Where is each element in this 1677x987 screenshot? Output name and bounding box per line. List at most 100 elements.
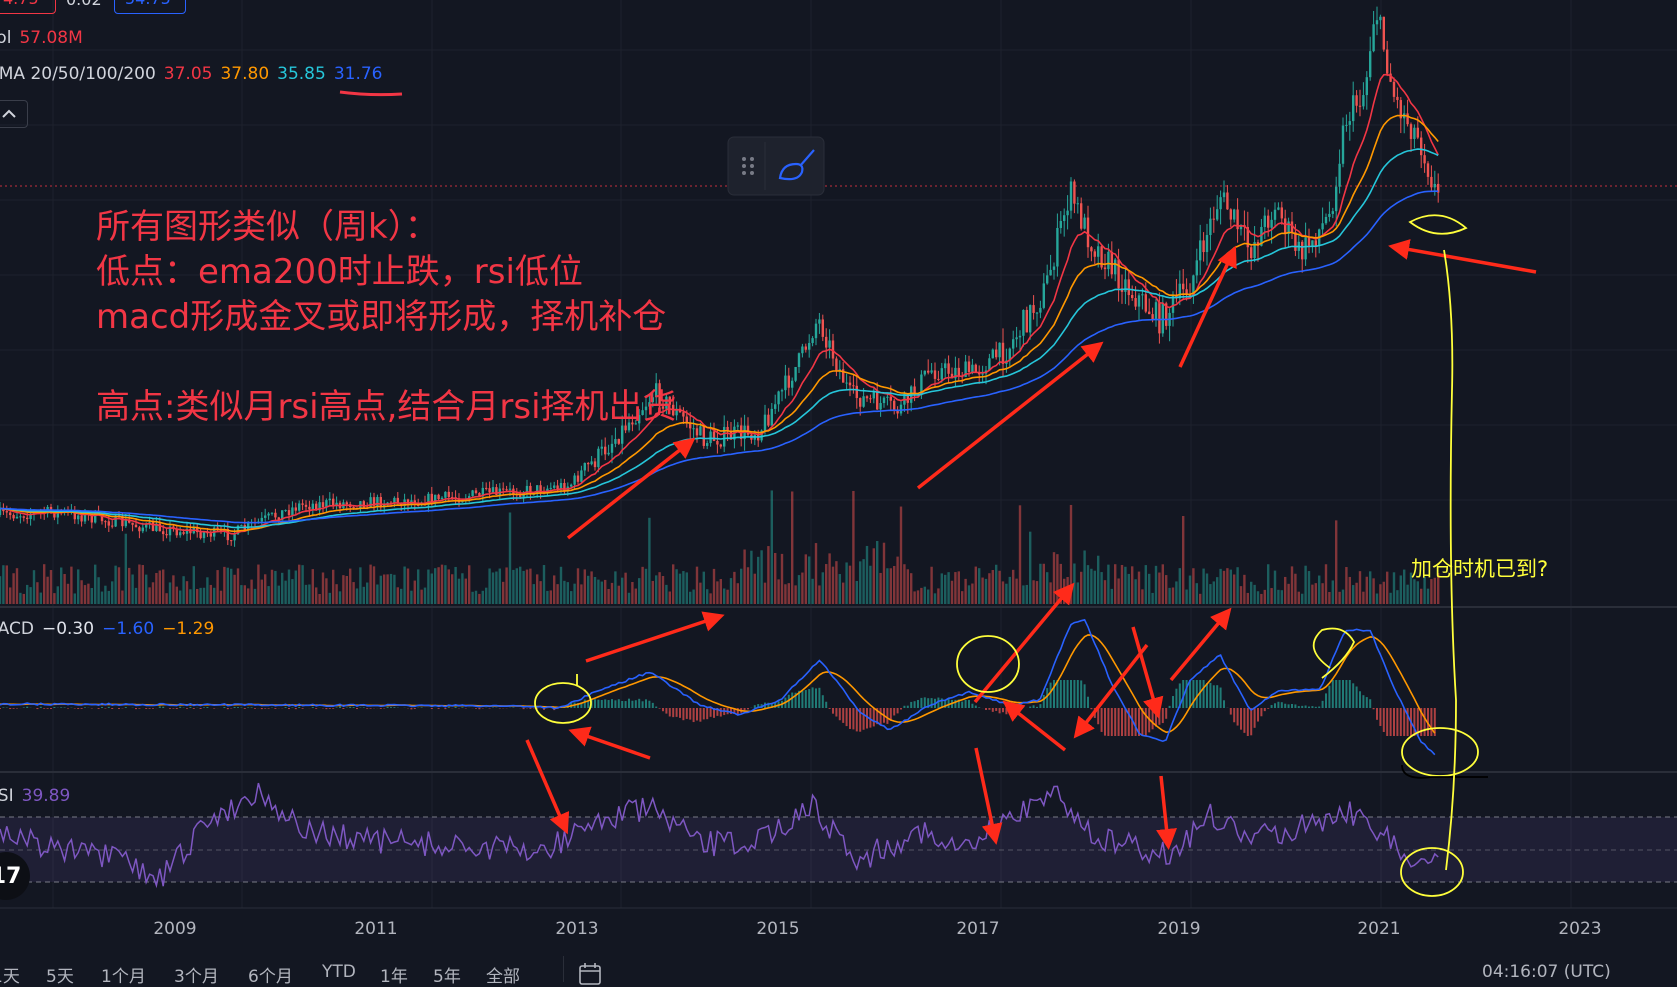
volume-bar — [757, 556, 760, 604]
volume-bar — [1423, 576, 1426, 604]
timeframe-3m[interactable]: 3个月 — [174, 967, 219, 987]
candle-body — [1097, 246, 1100, 257]
timeframe-6m[interactable]: 6个月 — [248, 967, 293, 987]
candle-body — [287, 510, 291, 516]
volume-bar — [434, 568, 437, 604]
macd-histogram-bar — [53, 707, 56, 708]
macd-histogram-bar — [1039, 704, 1042, 708]
utc-clock[interactable]: 04:16:07 (UTC) — [1482, 962, 1611, 982]
rsi-legend[interactable]: RSI 39.89 — [0, 786, 78, 806]
volume-bar — [954, 572, 957, 604]
candle-body — [719, 444, 722, 447]
timeframe-all[interactable]: 全部 — [486, 967, 520, 987]
macd-histogram-bar — [1110, 708, 1113, 736]
volume-bar — [383, 574, 386, 604]
macd-histogram-bar — [1403, 708, 1406, 736]
candle-body — [0, 508, 2, 515]
macd-histogram-bar — [1107, 708, 1110, 736]
volume-bar — [264, 574, 267, 604]
volume-bar — [1219, 568, 1222, 604]
timeframe-5y[interactable]: 5年 — [433, 967, 461, 987]
macd-histogram-bar — [940, 698, 943, 708]
volume-bar — [114, 565, 117, 604]
macd-histogram-bar — [821, 695, 824, 708]
timeframe-ytd[interactable]: YTD — [322, 962, 356, 982]
candle-body — [400, 502, 403, 506]
candle-body — [797, 353, 801, 367]
candle-body — [842, 369, 845, 383]
macd-histogram-bar — [1393, 708, 1395, 736]
drawing-toolbar[interactable] — [727, 136, 825, 196]
candle-body — [665, 396, 668, 409]
volume-bar — [481, 590, 484, 604]
macd-histogram-bar — [1304, 705, 1307, 708]
volume-bar — [1277, 589, 1280, 604]
macd-histogram-bar — [1141, 708, 1144, 736]
collapse-chevron-icon — [2, 109, 16, 118]
candle-body — [859, 398, 862, 407]
highlight-stroke — [1401, 764, 1488, 779]
timeframe-1m[interactable]: 1个月 — [101, 967, 146, 987]
macd-label: MACD — [0, 619, 34, 639]
rsi-label: RSI — [0, 786, 14, 806]
volume-bar — [1294, 573, 1297, 604]
collapse-legend-button[interactable] — [0, 100, 28, 128]
brush-icon[interactable] — [778, 149, 815, 181]
volume-bar — [1199, 593, 1202, 604]
candle-body — [940, 368, 943, 380]
macd-histogram-bar — [247, 707, 250, 708]
candle-body — [865, 396, 869, 399]
volume-bar — [1420, 588, 1423, 604]
timeframe-5d[interactable]: 5天 — [46, 967, 74, 987]
candle-body — [1141, 294, 1144, 296]
macd-histogram-bar — [577, 703, 579, 708]
candle-body — [478, 493, 481, 497]
macd-histogram-bar — [1206, 683, 1208, 708]
volume-bar — [2, 565, 5, 604]
volume-bar — [519, 566, 522, 604]
macd-histogram-bar — [1311, 706, 1314, 708]
macd-histogram-bar — [1423, 708, 1426, 736]
candle-body — [5, 511, 8, 513]
volume-bar — [291, 579, 294, 604]
time-axis: 2009 2011 2013 2015 2017 2019 2021 2023 — [153, 919, 1601, 939]
ema-legend[interactable]: EMA 20/50/100/200 37.05 37.80 35.85 31.76 — [0, 64, 390, 84]
candle-body — [165, 534, 168, 536]
volume-bar — [43, 564, 46, 604]
macd-histogram-bar — [60, 707, 63, 708]
volume-bar — [879, 572, 882, 604]
volume-bar — [117, 567, 121, 604]
macd-histogram-bar — [315, 708, 318, 709]
drag-handle-icon[interactable] — [742, 157, 754, 175]
volume-bar — [19, 592, 22, 604]
volume-bar — [1358, 571, 1362, 604]
candle-body — [1015, 337, 1018, 340]
candle-body — [56, 510, 59, 518]
candle-body — [260, 517, 263, 522]
volume-bar — [1399, 575, 1402, 604]
macd-histogram-bar — [716, 708, 719, 716]
timeframe-1d[interactable]: 1天 — [0, 967, 20, 987]
volume-bar — [597, 579, 600, 604]
volume-bar — [124, 533, 127, 604]
timeframe-1y[interactable]: 1年 — [380, 967, 408, 987]
calendar-icon[interactable] — [578, 962, 604, 986]
macd-histogram-bar — [260, 708, 263, 710]
macd-histogram-bar — [1042, 694, 1045, 708]
vol-legend[interactable]: Vol 57.08M — [0, 28, 91, 48]
macd-histogram-bar — [67, 708, 69, 709]
volume-bar — [440, 564, 444, 604]
macd-histogram-bar — [250, 707, 253, 708]
candle-body — [675, 408, 678, 416]
candle-body — [1212, 218, 1215, 220]
volume-bar — [882, 542, 886, 604]
candle-body — [19, 516, 22, 518]
macd-legend[interactable]: MACD −0.30 −1.60 −1.29 — [0, 619, 222, 639]
volume-bar — [379, 575, 382, 604]
volume-bar — [1046, 572, 1049, 604]
volume-bar — [1253, 584, 1256, 604]
volume-bar — [505, 567, 508, 604]
macd-histogram-bar — [1036, 706, 1038, 708]
candle-body — [90, 514, 93, 523]
